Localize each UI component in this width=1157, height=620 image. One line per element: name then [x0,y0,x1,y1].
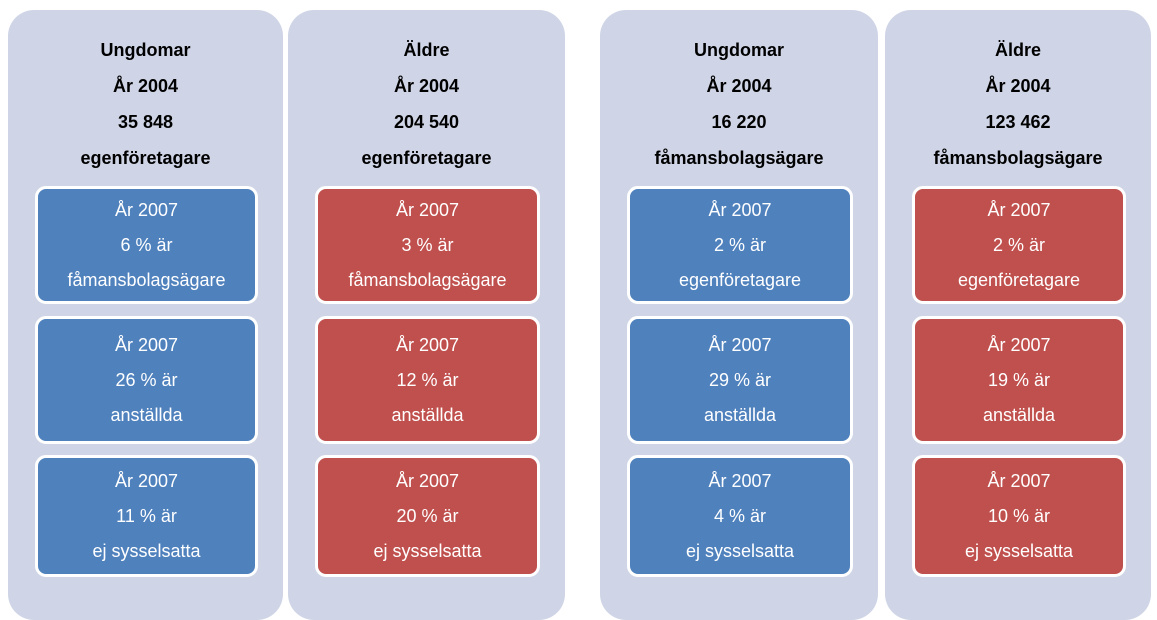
column-header: Ungdomar År 2004 16 220 fåmansbolagsägare [600,32,878,176]
box-line: År 2007 [987,470,1051,491]
column-header: Ungdomar År 2004 35 848 egenföretagare [8,32,283,176]
outcome-box: År 2007 19 % är anställda [912,316,1126,444]
header-line: Ungdomar [100,40,191,60]
header-line: 35 848 [117,112,174,132]
header-line: egenföretagare [361,148,492,168]
box-line: 2 % är [713,234,767,255]
box-line: År 2007 [708,334,772,355]
box-line: 12 % är [396,369,459,390]
column-header: Äldre År 2004 204 540 egenföretagare [288,32,565,176]
box-line: År 2007 [987,199,1051,220]
outcome-box: År 2007 4 % är ej sysselsatta [627,455,853,577]
header-line: År 2004 [393,76,460,96]
header-line: År 2004 [985,76,1051,96]
box-line: 19 % är [987,369,1051,390]
box-line: 3 % är [401,234,454,255]
box-line: egenföretagare [957,269,1081,290]
box-line: fåmansbolagsägare [348,269,507,290]
outcome-box: År 2007 3 % är fåmansbolagsägare [315,186,540,304]
box-line: 26 % är [115,369,178,390]
header-line: År 2004 [706,76,772,96]
box-line: 11 % är [116,505,177,526]
page: Ungdomar År 2004 35 848 egenföretagare År 20… [8,10,1151,620]
box-line: anställda [110,404,183,425]
box-line: ej sysselsatta [964,540,1074,561]
header-line: fåmansbolagsägare [933,148,1103,168]
column: Äldre År 2004 204 540 egenföretagare År 2007… [288,10,565,620]
box-line: År 2007 [114,470,179,491]
outcome-box: År 2007 26 % är anställda [35,316,258,444]
box-line: anställda [982,404,1056,425]
box-line: 20 % är [396,505,459,526]
header-line: Äldre [994,40,1041,60]
box-line: År 2007 [114,199,179,220]
box-line: ej sysselsatta [373,540,482,561]
box-line: 4 % är [713,505,767,526]
outcome-box: År 2007 20 % är ej sysselsatta [315,455,540,577]
box-line: ej sysselsatta [685,540,795,561]
outcome-box: År 2007 29 % är anställda [627,316,853,444]
column: Ungdomar År 2004 16 220 fåmansbolagsägare År… [600,10,878,620]
box-line: 6 % är [120,234,173,255]
column: Äldre År 2004 123 462 fåmansbolagsägare År 2… [885,10,1151,620]
header-line: fåmansbolagsägare [654,148,824,168]
header-line: 204 540 [393,112,460,132]
outcome-box: År 2007 12 % är anställda [315,316,540,444]
box-line: År 2007 [708,470,772,491]
box-line: År 2007 [114,334,179,355]
column: Ungdomar År 2004 35 848 egenföretagare År 20… [8,10,283,620]
box-line: egenföretagare [678,269,802,290]
header-line: egenföretagare [80,148,211,168]
box-line: anställda [391,404,464,425]
box-line: anställda [703,404,777,425]
box-line: År 2007 [708,199,772,220]
outcome-box: År 2007 10 % är ej sysselsatta [912,455,1126,577]
column-header: Äldre År 2004 123 462 fåmansbolagsägare [885,32,1151,176]
box-line: 2 % är [992,234,1046,255]
box-line: fåmansbolagsägare [67,269,226,290]
outcome-box: År 2007 6 % är fåmansbolagsägare [35,186,258,304]
outcome-box: År 2007 2 % är egenföretagare [912,186,1126,304]
header-line: 123 462 [985,112,1051,132]
box-line: År 2007 [395,334,460,355]
header-line: År 2004 [112,76,179,96]
box-line: År 2007 [395,199,460,220]
header-line: Ungdomar [694,40,784,60]
header-line: 16 220 [711,112,767,132]
box-line: År 2007 [395,470,460,491]
box-line: ej sysselsatta [92,540,201,561]
outcome-box: År 2007 2 % är egenföretagare [627,186,853,304]
box-line: År 2007 [987,334,1051,355]
outcome-box: År 2007 11 % är ej sysselsatta [35,455,258,577]
box-line: 10 % är [987,505,1051,526]
header-line: Äldre [403,40,450,60]
box-line: 29 % är [708,369,772,390]
